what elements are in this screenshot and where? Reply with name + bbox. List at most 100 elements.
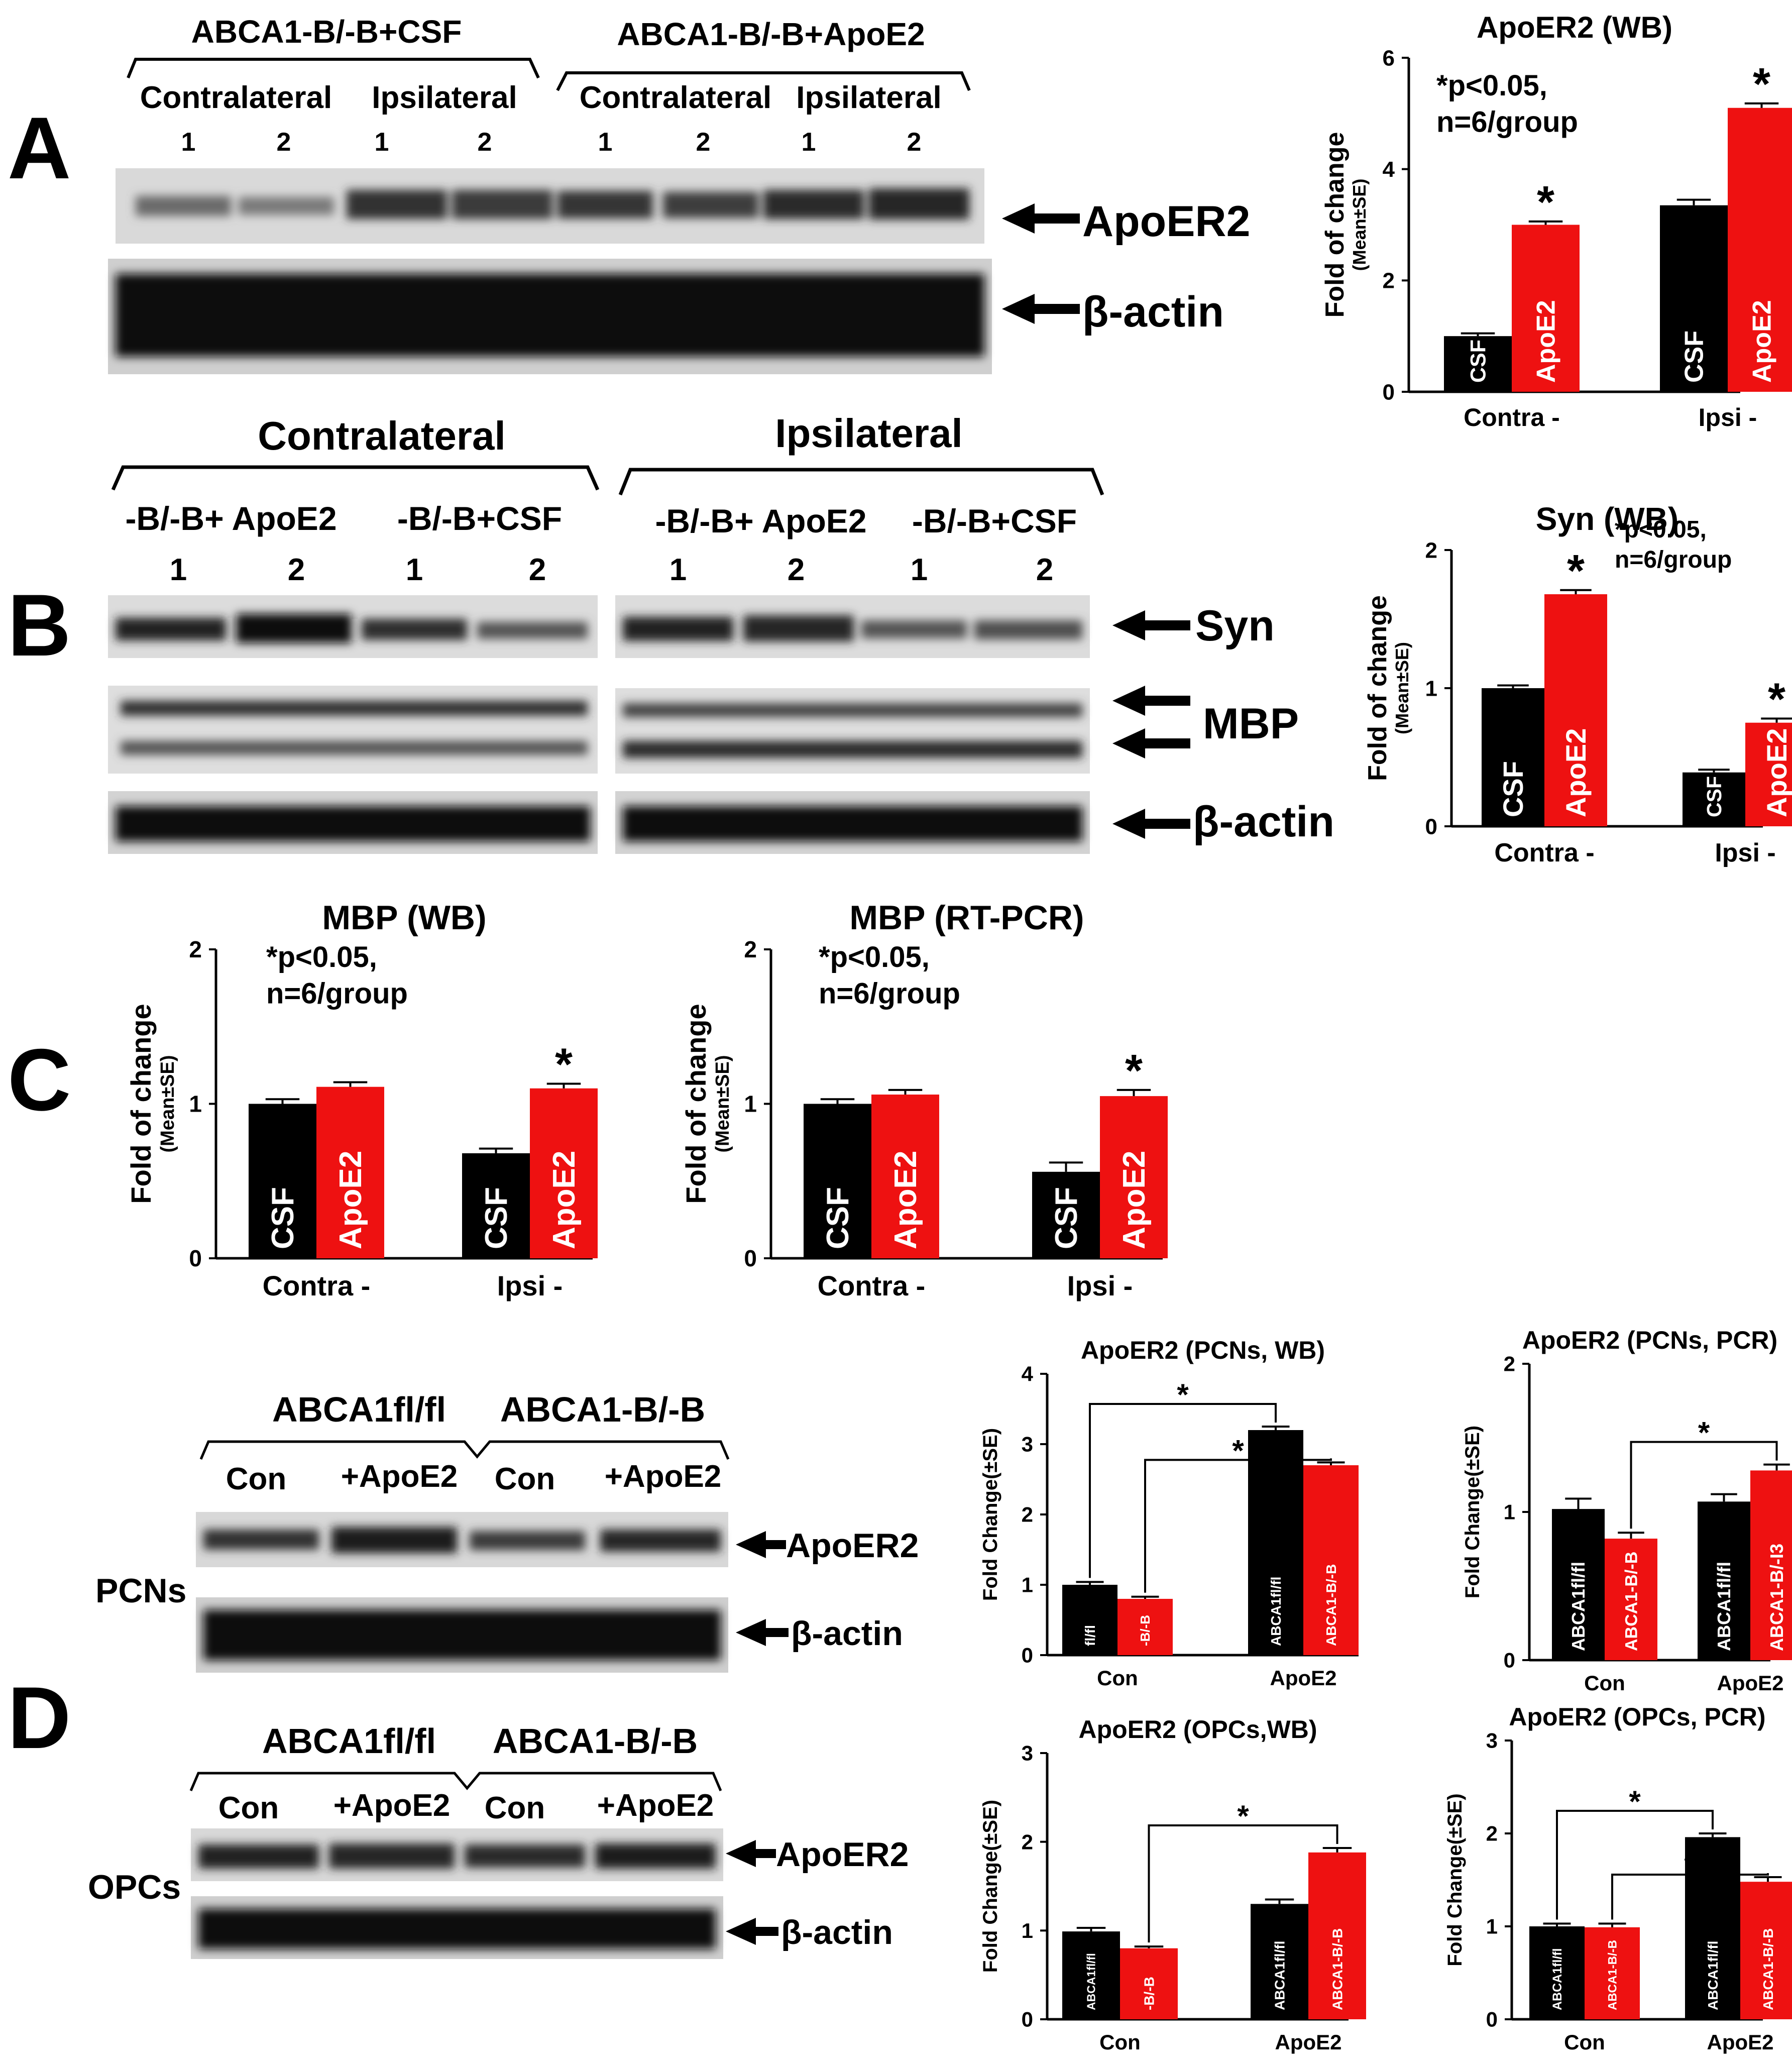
chart-title: MBP (RT-PCR) [849, 899, 1084, 937]
x-tick-label: ApoE2 [1275, 2030, 1341, 2054]
bar-data-label: ApoE2 [1532, 300, 1561, 383]
significance-note: n=6/group [266, 977, 408, 1010]
bar-csf [1482, 688, 1544, 826]
band-label-actin: β-actin [1193, 798, 1334, 846]
y-tick-label: 2 [189, 936, 202, 962]
significance-star: * [1177, 1378, 1189, 1411]
y-axis-label: Fold of change [125, 1004, 157, 1204]
blot-band [136, 196, 231, 216]
bar-data-label: -B/-B [1138, 1615, 1153, 1646]
blot-b-lane-number: 2 [529, 553, 546, 587]
chart-apoer2-pcns-pcr: ApoER2 (PCNs, PCR) 0 1 2 Fold Change(±SE) ABC… [1462, 1326, 1792, 1695]
y-axis-sublabel: (Mean±SE) [157, 1055, 178, 1153]
blot-band [663, 192, 758, 218]
blot-d-lane: +ApoE2 [333, 1788, 451, 1823]
y-tick-label: 2 [1504, 1352, 1515, 1376]
y-tick-label: 1 [744, 1091, 757, 1117]
bar-data-label: CSF [1703, 776, 1726, 817]
bar-abca1-b-b [1605, 1539, 1657, 1660]
significance-star: * [1753, 59, 1770, 110]
bar-data-label: ApoE2 [888, 1151, 923, 1249]
significance-star: * [1629, 1785, 1641, 1818]
bar-data-label: ABCA1-B/-B [1323, 1564, 1339, 1646]
bar-data-label: ABCA1fl/fl [1272, 1941, 1287, 2010]
significance-note: *p<0.05, [1615, 516, 1707, 543]
arrow-icon [736, 1531, 786, 1558]
chart-apoer2-opcs-wb: ApoER2 (OPCs,WB) 0 1 2 3 Fold Change(±SE) ABCA… [979, 1715, 1366, 2054]
blot-a-lane-number: 1 [181, 128, 196, 157]
y-axis-sublabel: (Mean±SE) [1392, 642, 1412, 734]
blot-b-lane-number: 2 [288, 553, 305, 587]
y-tick-label: 4 [1383, 157, 1395, 182]
y-tick-label: 2 [1383, 269, 1395, 293]
bar-abca1fl-fl [1698, 1501, 1750, 1660]
blot-band [557, 191, 653, 219]
x-tick-label: Con [1564, 2030, 1605, 2054]
bar-apoe2 [1100, 1096, 1168, 1258]
x-tick-label: Contra - [1494, 838, 1594, 867]
bar-abca1fl-fl [1552, 1509, 1605, 1660]
blot-a-strip-apoer2 [116, 168, 984, 244]
blot-b-lane-number: 2 [788, 553, 805, 587]
blot-a-lane-number: 1 [375, 128, 389, 157]
y-axis-label: Fold of change [1363, 595, 1392, 781]
y-tick-label: 3 [1486, 1729, 1498, 1753]
blot-band [452, 190, 552, 219]
chart-title: ApoER2 (OPCs,WB) [1079, 1715, 1317, 1744]
bar-data-label: ABCA1-B/-B [1622, 1552, 1641, 1651]
y-tick-label: 2 [1486, 1822, 1498, 1845]
bar-apoe2 [1745, 722, 1792, 826]
comparison-bracket [1089, 1403, 1277, 1578]
band-label-actin: β-actin [791, 1614, 903, 1653]
y-tick-label: 4 [1022, 1362, 1034, 1386]
blot-b-header: Contralateral Ipsilateral -B/-B+ ApoE2 -… [111, 411, 1104, 587]
blot-b-lane-number: 1 [669, 553, 687, 587]
blot-d-lane: +ApoE2 [341, 1459, 458, 1494]
y-axis-sublabel: (Mean±SE) [1349, 179, 1370, 271]
bar-data-label: ABCA1fl/fl [1268, 1577, 1284, 1646]
bar-data-label: CSF [1680, 331, 1709, 383]
blot-d-bracket [189, 1772, 722, 1791]
bar-csf [462, 1153, 530, 1258]
y-tick-label: 6 [1383, 46, 1395, 70]
blot-b-lane-number: 1 [911, 553, 928, 587]
x-tick-label: Contra - [818, 1270, 926, 1301]
x-tick-label: ApoE2 [1270, 1666, 1336, 1690]
bar-csf [249, 1104, 316, 1258]
y-tick-label: 2 [744, 936, 757, 962]
bar-data-label: ABCA1-B/-B [1760, 1928, 1776, 2010]
blot-a-subgroup: Ipsilateral [372, 80, 517, 115]
y-tick-label: 1 [1504, 1500, 1515, 1524]
blot-a-subgroup: Ipsilateral [796, 80, 941, 115]
blot-d-group: ABCA1-B/-B [500, 1390, 705, 1429]
arrow-icon [1112, 809, 1190, 839]
chart-title: ApoER2 (PCNs, PCR) [1522, 1326, 1777, 1354]
blot-d-group: ABCA1-B/-B [493, 1721, 698, 1761]
x-tick-label: Ipsi - [1699, 403, 1757, 431]
bar-data-label: ABCA1-B/-B [1606, 1940, 1619, 2010]
significance-note: *p<0.05, [266, 941, 377, 973]
bar-data-label: CSF [1049, 1187, 1084, 1249]
blot-a-lane-number: 2 [478, 128, 492, 157]
band-label-syn: Syn [1195, 602, 1275, 650]
bar-data-label: ApoE2 [1761, 728, 1792, 817]
blot-b-subgroup: -B/-B+CSF [912, 502, 1077, 539]
y-axis-label: Fold Change(±SE) [1444, 1793, 1466, 1966]
blot-a-group-apoe2: ABCA1-B/-B+ApoE2 [617, 16, 925, 52]
blot-d-lane: +ApoE2 [597, 1788, 714, 1823]
blot-b-subgroup: -B/-B+CSF [397, 500, 562, 537]
band-label-actin: β-actin [781, 1913, 893, 1951]
blot-d-lane: Con [218, 1791, 279, 1825]
bar-csf [804, 1104, 871, 1258]
blot-a-group-csf: ABCA1-B/-B+CSF [191, 14, 462, 50]
arrow-icon [726, 1918, 778, 1945]
y-tick-label: 0 [1022, 1644, 1033, 1667]
blot-a-lane-number: 2 [696, 128, 711, 157]
blot-a-bracket-csf [127, 58, 540, 79]
bar-apoe2 [530, 1088, 598, 1258]
blot-a-band-labels: ApoER2 β-actin [1002, 197, 1250, 336]
comparison-bracket [1630, 1441, 1778, 1529]
y-tick-label: 0 [1486, 2008, 1498, 2031]
bar-csf [1683, 772, 1745, 826]
chart-title: ApoER2 (OPCs, PCR) [1509, 1703, 1765, 1731]
